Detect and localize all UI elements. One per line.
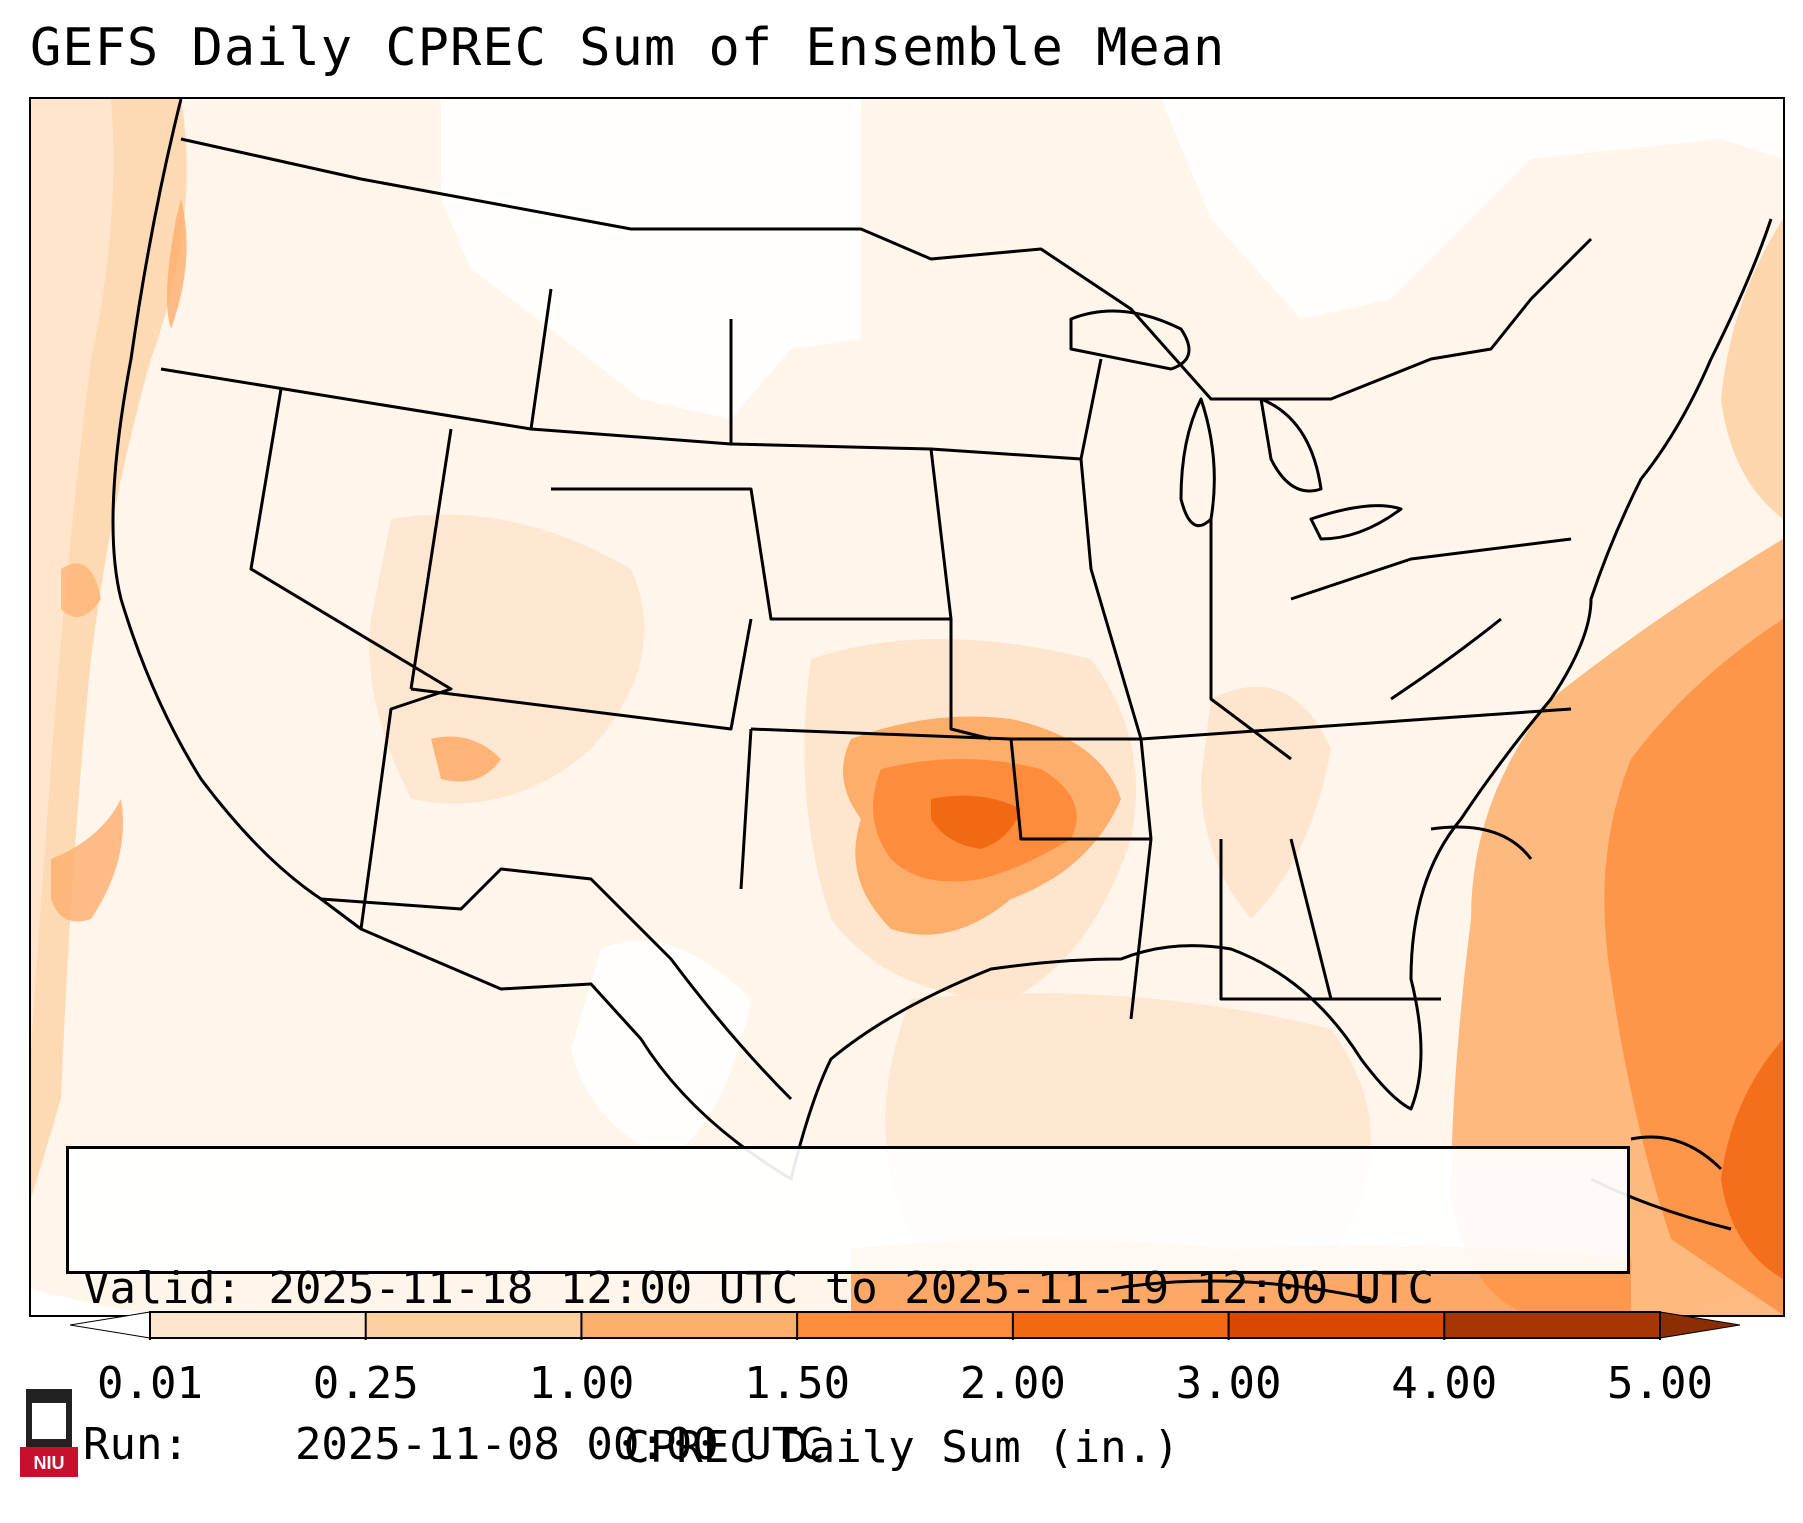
run-label: Run: bbox=[83, 1419, 189, 1470]
state-line-in-ky bbox=[1209, 519, 1292, 761]
run-line: Run: 2025-11-08 00:00 UTC bbox=[83, 1419, 1613, 1471]
colorbar-segment bbox=[581, 1312, 798, 1338]
state-line-ga bbox=[1289, 838, 1441, 1001]
precip-map bbox=[29, 97, 1785, 1317]
state-line-co-ks bbox=[551, 487, 992, 741]
lake-huron bbox=[1259, 397, 1323, 493]
precip-atlantic-peak bbox=[1721, 1039, 1783, 1279]
colorbar-segments bbox=[150, 1312, 1661, 1338]
colorbar-tick-label: 0.01 bbox=[97, 1358, 203, 1409]
island-hispaniola bbox=[1630, 1135, 1723, 1171]
state-line-nm-tx bbox=[739, 728, 753, 890]
state-line-tn-nc bbox=[1140, 707, 1572, 741]
valid-value: 2025-11-18 12:00 UTC to 2025-11-19 12:00… bbox=[268, 1263, 1435, 1314]
precip-southeast-light bbox=[1201, 686, 1331, 919]
state-line-ok bbox=[750, 727, 1151, 841]
precip-pacific-spot-3 bbox=[61, 563, 101, 617]
colorbar-tick-label: 1.00 bbox=[528, 1358, 635, 1409]
colorbar-segment bbox=[150, 1312, 367, 1338]
colorbar-tick-label: 1.50 bbox=[744, 1358, 851, 1409]
valid-label: Valid: bbox=[83, 1263, 242, 1314]
niu-logo: NIU bbox=[20, 1389, 78, 1477]
colorbar-over-arrow bbox=[1659, 1311, 1740, 1339]
state-line-va bbox=[1390, 617, 1502, 701]
border-mexico bbox=[320, 867, 793, 1101]
map-canvas bbox=[31, 99, 1783, 1315]
colorbar-label: CPREC Daily Sum (in.) bbox=[623, 1422, 1180, 1473]
colorbar-segment bbox=[1444, 1312, 1661, 1338]
lake-erie bbox=[1309, 504, 1403, 541]
colorbar-tick-label: 0.25 bbox=[312, 1358, 419, 1409]
state-line-nv-ca bbox=[249, 388, 453, 930]
colorbar-outline bbox=[149, 1311, 1661, 1339]
state-line-sc bbox=[1430, 825, 1533, 860]
precip-pacific-spot-1 bbox=[167, 199, 187, 329]
colorbar-tick-label: 4.00 bbox=[1391, 1358, 1498, 1409]
state-line-id-ut bbox=[409, 428, 453, 690]
state-line-mn-wi bbox=[1079, 358, 1103, 460]
precip-southwest bbox=[369, 514, 645, 804]
dry-canada bbox=[1161, 99, 1783, 319]
colorbar-tick-label: 3.00 bbox=[1175, 1358, 1282, 1409]
logo-banner bbox=[20, 1447, 78, 1477]
precip-ok-ar-peak bbox=[931, 795, 1021, 849]
colorbar bbox=[70, 1311, 1740, 1340]
run-value: 2025-11-08 00:00 UTC bbox=[294, 1419, 825, 1470]
map-boundaries bbox=[111, 99, 1773, 1181]
precip-arizona-spot bbox=[431, 736, 501, 782]
precip-atlantic-north bbox=[1721, 219, 1783, 519]
state-line-ut-az bbox=[410, 618, 753, 731]
valid-run-info: Valid: 2025-11-18 12:00 UTC to 2025-11-1… bbox=[66, 1146, 1630, 1470]
state-line-ia-mo bbox=[930, 447, 1143, 740]
border-canada bbox=[180, 137, 1593, 401]
lake-michigan bbox=[1179, 397, 1216, 528]
colorbar-tick-label: 5.00 bbox=[1607, 1358, 1713, 1409]
state-line-al bbox=[1219, 839, 1331, 1001]
state-line-ms bbox=[1129, 838, 1153, 1020]
island-cuba-edge bbox=[1110, 1279, 1372, 1301]
domain-edge-left bbox=[31, 1289, 151, 1315]
lake-superior bbox=[1069, 309, 1191, 371]
dry-mexico bbox=[571, 940, 751, 1159]
colorbar-segment bbox=[1012, 1312, 1230, 1338]
valid-line: Valid: 2025-11-18 12:00 UTC to 2025-11-1… bbox=[83, 1263, 1613, 1315]
precip-pacific-inner bbox=[31, 99, 114, 1049]
precip-pacific-spot-2 bbox=[51, 799, 123, 922]
logo-text: NIU bbox=[34, 1453, 65, 1473]
state-line-pa bbox=[1290, 537, 1572, 601]
chart-title: GEFS Daily CPREC Sum of Ensemble Mean bbox=[30, 18, 1226, 78]
colorbar-under-arrow bbox=[70, 1311, 151, 1339]
logo-window bbox=[32, 1403, 66, 1439]
colorbar-segment bbox=[365, 1312, 582, 1338]
dry-northern-plains bbox=[441, 99, 861, 419]
colorbar-tick-label: 2.00 bbox=[959, 1358, 1066, 1409]
colorbar-segment bbox=[1228, 1312, 1445, 1338]
colorbar-segment bbox=[797, 1312, 1014, 1338]
